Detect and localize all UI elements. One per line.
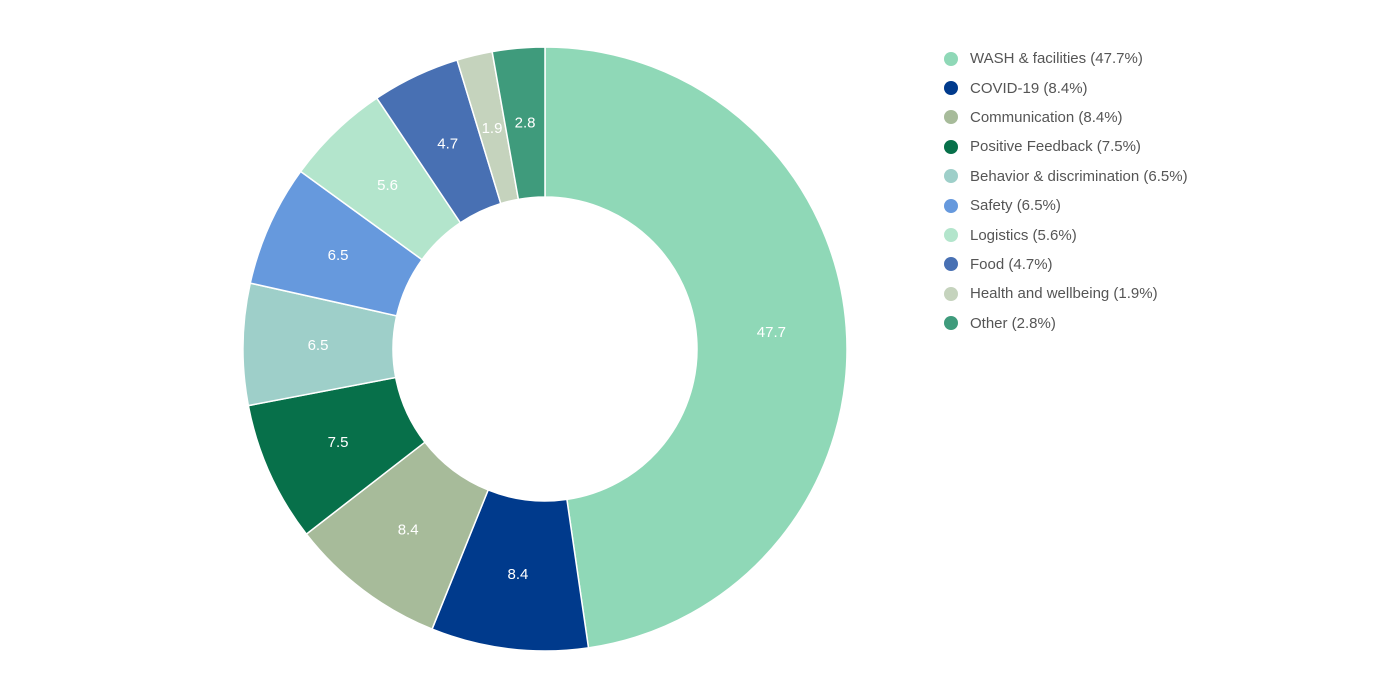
legend-swatch-icon [944, 198, 958, 213]
legend-swatch-icon [944, 110, 958, 125]
slice-label-1: 8.4 [508, 566, 529, 583]
slice-label-6: 5.6 [377, 177, 398, 194]
legend-label: Safety (6.5%) [970, 197, 1061, 215]
legend-item-7[interactable]: Food (4.7%) [944, 250, 1188, 279]
legend-item-9[interactable]: Other (2.8%) [944, 309, 1188, 338]
donut-svg: 47.7 8.4 8.4 7.5 6.5 6.5 5.6 4.7 1.9 2.8 [242, 46, 848, 652]
legend-swatch-icon [944, 139, 958, 154]
slice-label-2: 8.4 [398, 522, 419, 539]
legend-item-2[interactable]: Communication (8.4%) [944, 103, 1188, 132]
legend-label: Food (4.7%) [970, 255, 1053, 273]
slice-9[interactable] [491, 46, 546, 201]
legend-item-1[interactable]: COVID-19 (8.4%) [944, 73, 1188, 102]
legend-item-3[interactable]: Positive Feedback (7.5%) [944, 132, 1188, 161]
legend-label: Positive Feedback (7.5%) [970, 138, 1141, 156]
legend-swatch-icon [944, 228, 958, 243]
legend-swatch-icon [944, 81, 958, 96]
slice-label-5: 6.5 [328, 247, 349, 264]
slice-label-9: 2.8 [515, 114, 536, 131]
legend-item-6[interactable]: Logistics (5.6%) [944, 220, 1188, 249]
slice-0[interactable] [544, 46, 848, 649]
legend-label: Other (2.8%) [970, 314, 1056, 332]
legend-swatch-icon [944, 257, 958, 272]
slice-label-8: 1.9 [482, 120, 503, 137]
chart-legend: WASH & facilities (47.7%) COVID-19 (8.4%)… [944, 44, 1188, 338]
slice-label-3: 7.5 [328, 434, 349, 451]
legend-label: COVID-19 (8.4%) [970, 79, 1088, 97]
slice-label-7: 4.7 [437, 135, 458, 152]
legend-swatch-icon [944, 169, 958, 184]
legend-item-0[interactable]: WASH & facilities (47.7%) [944, 44, 1188, 73]
legend-label: Communication (8.4%) [970, 108, 1123, 126]
slice-label-0: 47.7 [757, 324, 786, 341]
legend-swatch-icon [944, 286, 958, 301]
legend-swatch-icon [944, 51, 958, 66]
legend-item-8[interactable]: Health and wellbeing (1.9%) [944, 279, 1188, 308]
slice-label-4: 6.5 [308, 337, 329, 354]
legend-label: WASH & facilities (47.7%) [970, 50, 1143, 68]
legend-item-4[interactable]: Behavior & discrimination (6.5%) [944, 162, 1188, 191]
legend-item-5[interactable]: Safety (6.5%) [944, 191, 1188, 220]
legend-label: Logistics (5.6%) [970, 226, 1077, 244]
legend-label: Health and wellbeing (1.9%) [970, 285, 1158, 303]
legend-label: Behavior & discrimination (6.5%) [970, 167, 1188, 185]
legend-swatch-icon [944, 316, 958, 331]
